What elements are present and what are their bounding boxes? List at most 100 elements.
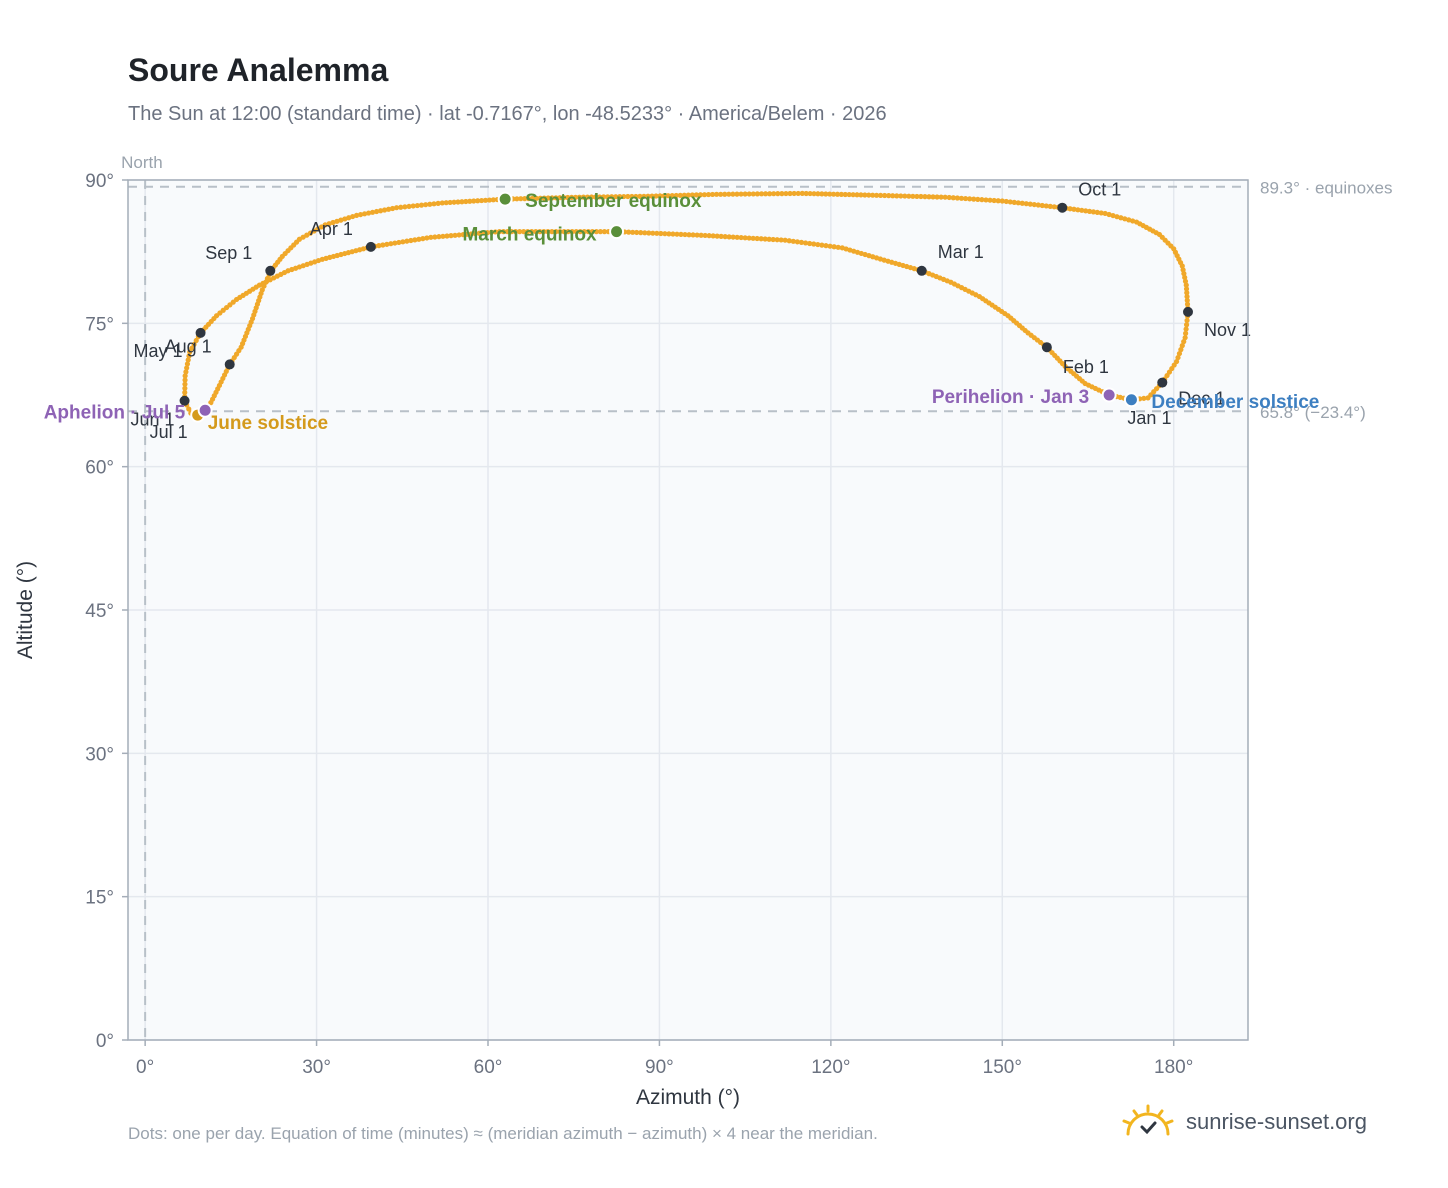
- daily-sun-dot: [1094, 209, 1100, 216]
- daily-sun-dot: [484, 230, 490, 236]
- month-label: Nov 1: [1204, 320, 1251, 340]
- daily-sun-dot: [1118, 215, 1124, 221]
- daily-sun-dot: [572, 194, 579, 200]
- brand-name[interactable]: sunrise-sunset.org: [1186, 1109, 1367, 1134]
- y-axis-label: Altitude (°): [14, 561, 37, 659]
- daily-sun-dot: [1126, 217, 1132, 223]
- daily-sun-dot: [894, 193, 900, 199]
- daily-sun-dot: [186, 406, 192, 412]
- daily-sun-dot: [561, 195, 567, 201]
- reference-lines: North 89.3° · equinoxes 65.8° (−23.4°): [121, 153, 1393, 1040]
- daily-sun-dot: [406, 203, 412, 210]
- daily-sun-dot: [882, 192, 888, 199]
- daily-sun-dot: [1184, 317, 1190, 324]
- daily-sun-dot: [553, 229, 559, 235]
- daily-sun-dot: [517, 229, 523, 235]
- daily-sun-dot: [182, 373, 188, 379]
- daily-sun-dot: [661, 193, 667, 199]
- daily-sun-dot: [842, 191, 848, 198]
- daily-sun-dot: [569, 194, 575, 201]
- chart-title: Soure Analemma: [128, 52, 389, 88]
- month-label: Mar 1: [938, 242, 984, 262]
- daily-sun-dot: [958, 195, 965, 201]
- daily-sun-dot: [734, 191, 740, 197]
- daily-sun-dot: [1130, 218, 1136, 224]
- daily-sun-dot: [697, 192, 704, 198]
- daily-sun-dot: [1173, 358, 1180, 365]
- event-label: December solstice: [1151, 392, 1319, 413]
- daily-sun-dot: [1007, 199, 1013, 205]
- daily-sun-dot: [991, 197, 997, 204]
- daily-sun-dot: [182, 389, 188, 396]
- daily-sun-dot: [811, 241, 817, 247]
- daily-sun-dot: [1027, 201, 1033, 207]
- daily-sun-dot: [633, 193, 639, 200]
- brand[interactable]: sunrise-sunset.org: [1120, 1104, 1367, 1140]
- daily-sun-dot: [373, 208, 380, 215]
- daily-sun-dot: [365, 210, 372, 216]
- daily-sun-dot: [1184, 290, 1190, 296]
- x-tick-label: 0°: [136, 1057, 154, 1078]
- daily-sun-dot: [1114, 214, 1120, 220]
- daily-sun-dot: [408, 237, 414, 244]
- daily-sun-dot: [934, 194, 940, 200]
- daily-sun-dot: [512, 229, 519, 235]
- equinox-altitude-label: 89.3° · equinoxes: [1260, 179, 1393, 198]
- daily-sun-dot: [342, 216, 348, 222]
- daily-sun-dot: [750, 235, 756, 241]
- daily-sun-dot: [962, 195, 969, 202]
- daily-sun-dot: [790, 238, 796, 244]
- daily-sun-dot: [436, 234, 442, 240]
- daily-sun-dot: [758, 236, 764, 242]
- daily-sun-dot: [898, 193, 904, 199]
- daily-sun-dot: [537, 229, 543, 235]
- daily-sun-dot: [440, 233, 446, 239]
- y-tick-label: 0°: [96, 1031, 114, 1052]
- daily-sun-dot: [185, 357, 191, 363]
- daily-sun-dot: [478, 197, 485, 204]
- daily-sun-dot: [350, 213, 356, 220]
- y-tick-label: 45°: [85, 601, 114, 622]
- daily-sun-dot: [456, 232, 462, 238]
- daily-sun-dot: [662, 231, 668, 237]
- y-tick-label: 90°: [85, 171, 114, 192]
- daily-sun-dot: [709, 191, 716, 198]
- daily-sun-dot: [361, 211, 368, 217]
- daily-sun-dot: [561, 229, 567, 235]
- daily-sun-dot: [338, 217, 344, 223]
- daily-sun-dot: [1184, 301, 1191, 307]
- daily-sun-dot: [1141, 395, 1147, 401]
- daily-sun-dot: [693, 192, 700, 198]
- event-marker: [609, 224, 625, 240]
- daily-sun-dot: [718, 233, 724, 239]
- event-label: Aphelion · Jul 5: [44, 402, 186, 423]
- daily-sun-dot: [670, 231, 676, 237]
- daily-sun-dot: [447, 199, 453, 206]
- daily-sun-dot: [682, 231, 688, 238]
- x-tick-label: 150°: [983, 1057, 1022, 1078]
- daily-sun-dot: [674, 231, 680, 237]
- daily-sun-dot: [443, 200, 449, 206]
- daily-sun-dot: [689, 192, 695, 198]
- daily-sun-dot: [846, 191, 852, 198]
- daily-sun-dot: [690, 232, 696, 238]
- daily-sun-dot: [428, 234, 434, 240]
- daily-sun-dot: [585, 229, 591, 235]
- daily-sun-dot: [541, 195, 547, 201]
- daily-sun-dot: [189, 345, 195, 351]
- daily-sun-dot: [854, 192, 860, 198]
- daily-sun-dot: [1031, 201, 1037, 208]
- daily-sun-dot: [630, 229, 636, 235]
- daily-sun-dot: [645, 193, 651, 199]
- daily-sun-dot: [549, 229, 555, 235]
- daily-sun-dot: [1102, 210, 1108, 217]
- daily-sun-dot: [694, 232, 700, 238]
- month-label: Jan 1: [1127, 408, 1171, 428]
- daily-sun-dot: [758, 191, 765, 197]
- daily-sun-dot: [488, 229, 494, 235]
- daily-sun-dot: [1079, 207, 1085, 213]
- daily-sun-dot: [750, 191, 756, 197]
- daily-sun-dot: [183, 369, 189, 375]
- daily-sun-dot: [706, 233, 712, 239]
- month-label: Jun 1: [131, 410, 175, 430]
